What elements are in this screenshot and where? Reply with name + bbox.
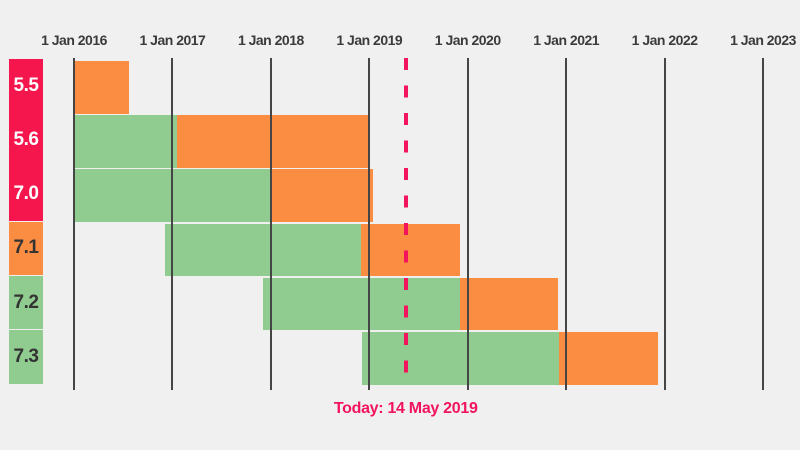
bar-segment-security <box>74 61 130 114</box>
axis-tick-label: 1 Jan 2016 <box>41 32 107 48</box>
bar-segment-active <box>74 115 178 168</box>
version-label: 7.1 <box>9 221 43 276</box>
axis-tick-label: 1 Jan 2021 <box>533 32 600 48</box>
axis-tick-label: 1 Jan 2022 <box>631 32 698 48</box>
bar-segment-security <box>270 169 374 222</box>
bar-segment-active <box>164 223 362 277</box>
bar-segment-security <box>177 115 370 168</box>
today-label: Today: 14 May 2019 <box>333 400 478 417</box>
gridline <box>171 58 174 390</box>
axis-tick-label: 1 Jan 2020 <box>434 32 501 48</box>
axis-tick-label: 1 Jan 2017 <box>139 32 206 48</box>
gridline <box>663 58 666 390</box>
bar-segment-security <box>459 277 559 331</box>
bar-segment-active <box>362 331 560 385</box>
bar-segment-security <box>361 223 460 277</box>
gridline <box>466 58 469 390</box>
gridline <box>73 58 75 390</box>
bar-segment-security <box>559 331 658 385</box>
today-line-marker <box>403 58 408 385</box>
axis-tick-label: 1 Jan 2019 <box>336 32 403 48</box>
version-label: 7.0 <box>9 167 43 221</box>
gridline <box>565 58 568 390</box>
gridline <box>368 58 371 390</box>
gridline <box>762 58 764 390</box>
version-label: 5.6 <box>9 113 43 167</box>
version-label: 7.3 <box>9 329 43 384</box>
bar-segment-active <box>262 277 460 331</box>
version-label: 7.2 <box>9 275 43 330</box>
axis-tick-label: 1 Jan 2023 <box>730 32 796 48</box>
version-label: 5.5 <box>9 59 43 113</box>
gridline <box>269 58 272 390</box>
axis-tick-label: 1 Jan 2018 <box>237 32 304 48</box>
